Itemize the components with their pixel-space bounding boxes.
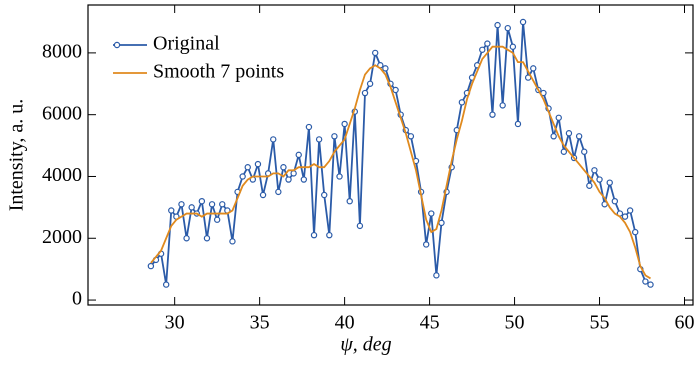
data-point (591, 167, 598, 174)
data-point (489, 111, 496, 118)
data-point (208, 201, 216, 208)
data-point (621, 213, 629, 220)
data-point (428, 210, 435, 217)
data-point (494, 21, 501, 29)
data-point (244, 164, 251, 171)
data-point (514, 120, 522, 128)
data-point (280, 164, 287, 171)
data-point (499, 102, 506, 109)
data-point (586, 182, 593, 189)
data-point (555, 114, 562, 121)
data-point (229, 238, 236, 245)
data-point (581, 148, 588, 155)
data-point (632, 228, 639, 236)
data-point (275, 188, 282, 196)
data-point (519, 18, 527, 26)
data-point (290, 170, 297, 177)
y-tick-label: 2000 (42, 226, 82, 248)
y-axis-label: Intensity, a. u. (6, 99, 28, 212)
data-point (295, 151, 302, 159)
data-point (438, 219, 445, 227)
data-point (550, 133, 557, 140)
data-point (407, 133, 415, 140)
data-point (382, 65, 389, 72)
data-point (479, 46, 486, 53)
data-point (259, 191, 267, 199)
data-point (606, 179, 613, 186)
data-point (178, 201, 185, 208)
x-tick-label: 40 (335, 312, 355, 334)
y-tick-label: 6000 (42, 102, 82, 124)
data-point (336, 173, 343, 180)
data-point (560, 148, 568, 155)
legend-marker (113, 41, 121, 49)
data-point (254, 160, 262, 168)
data-point (183, 235, 190, 242)
data-point (305, 123, 313, 131)
data-point (198, 197, 206, 205)
data-point (575, 133, 583, 140)
data-point (366, 80, 374, 87)
x-tick-label: 50 (505, 312, 525, 334)
data-point (422, 241, 430, 248)
data-point (565, 130, 573, 137)
x-tick-label: 30 (165, 312, 185, 334)
data-point (213, 216, 221, 223)
y-tick-label: 8000 (42, 40, 82, 62)
x-tick-label: 55 (590, 312, 610, 334)
data-point (530, 65, 537, 72)
data-point (300, 176, 308, 183)
x-tick-label: 45 (420, 312, 440, 334)
data-point (188, 204, 195, 211)
data-point (321, 191, 328, 199)
data-point (326, 231, 333, 239)
data-point (504, 24, 511, 32)
data-point (285, 176, 292, 183)
data-point (331, 133, 338, 140)
data-point (356, 222, 364, 230)
data-point (647, 281, 654, 288)
data-point (642, 278, 649, 285)
data-point (484, 40, 491, 47)
data-point (392, 86, 399, 94)
legend-label: Smooth 7 points (153, 61, 284, 83)
data-point (219, 201, 226, 208)
data-point (315, 136, 323, 143)
data-point (596, 176, 603, 183)
data-point (270, 136, 277, 143)
x-tick-label: 60 (675, 312, 695, 334)
legend-label: Original (153, 33, 220, 55)
data-point (310, 231, 318, 239)
y-tick-label: 4000 (42, 164, 82, 186)
data-point (346, 197, 353, 205)
y-tick-label: 0 (72, 288, 82, 310)
data-point (626, 207, 634, 214)
series-line (150, 45, 651, 280)
data-point (611, 197, 619, 205)
data-point (433, 272, 440, 279)
data-point (509, 43, 517, 50)
data-point (147, 262, 155, 270)
data-point (168, 207, 175, 214)
x-axis-label: ψ, deg (340, 334, 391, 356)
data-point (361, 89, 369, 97)
data-point (162, 281, 170, 288)
data-point (239, 173, 246, 180)
data-point (341, 120, 348, 128)
data-point (203, 235, 211, 242)
plot-frame (87, 4, 694, 306)
x-tick-label: 35 (250, 312, 270, 334)
data-point (372, 49, 379, 57)
data-point (458, 99, 466, 106)
